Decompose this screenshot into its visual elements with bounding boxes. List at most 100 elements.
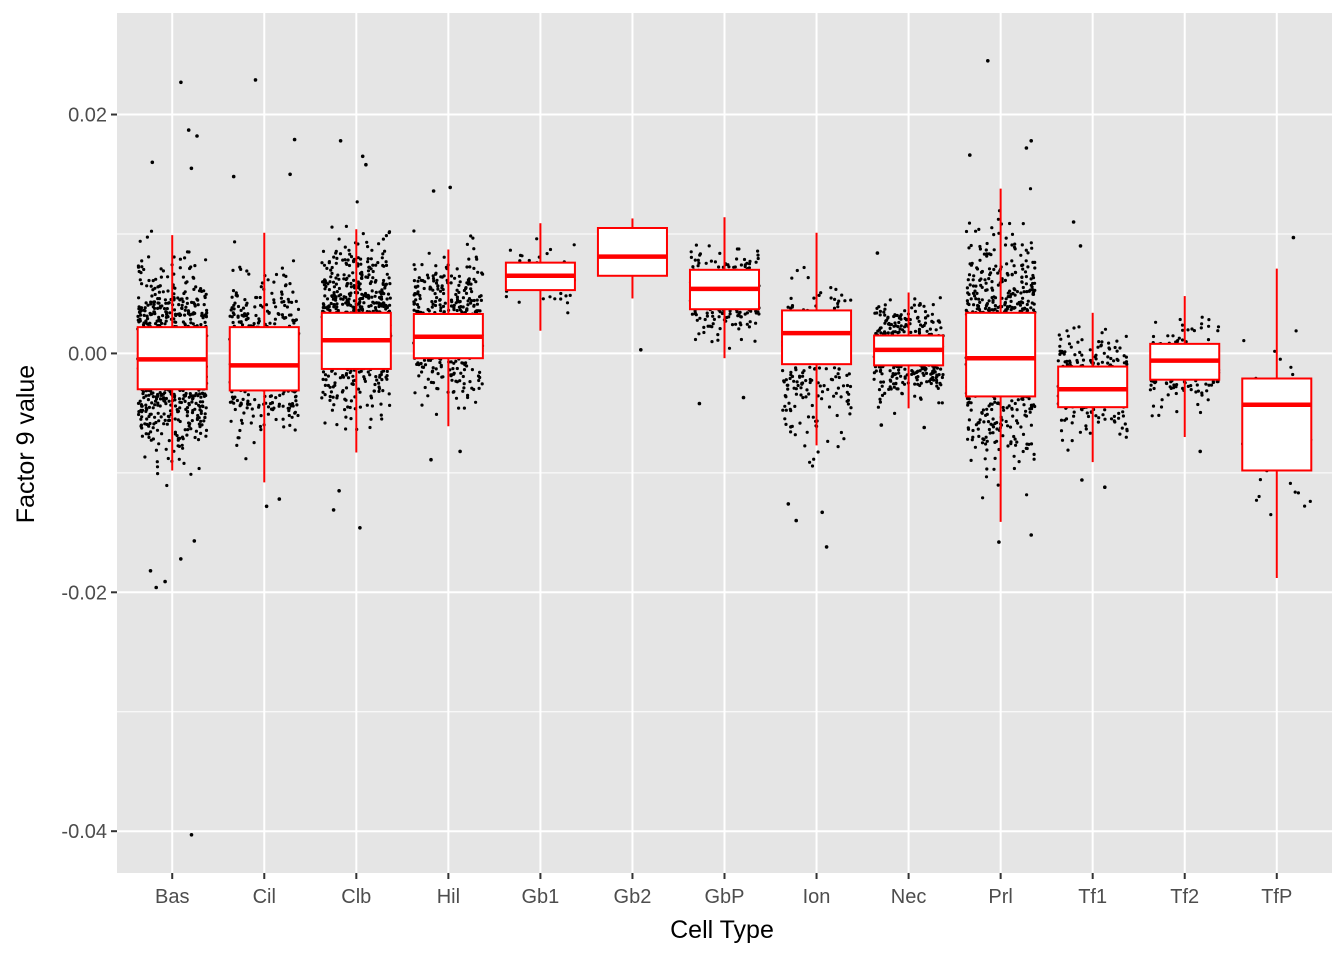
jitter-point — [348, 405, 352, 410]
jitter-point — [734, 322, 738, 326]
jitter-point — [337, 286, 341, 291]
jitter-point — [153, 403, 157, 407]
jitter-point — [178, 257, 182, 261]
jitter-point — [966, 278, 970, 282]
jitter-point — [426, 307, 430, 312]
jitter-point — [136, 314, 140, 318]
jitter-point — [974, 297, 978, 301]
jitter-point — [332, 297, 337, 301]
outlier-point — [879, 423, 884, 427]
jitter-point — [1070, 421, 1074, 425]
jitter-point — [819, 291, 823, 295]
jitter-point — [697, 261, 701, 265]
jitter-point — [269, 407, 274, 411]
jitter-point — [157, 317, 161, 322]
jitter-point — [341, 302, 345, 306]
jitter-point — [466, 395, 470, 400]
jitter-point — [783, 417, 787, 421]
jitter-point — [253, 398, 257, 402]
jitter-point — [239, 401, 243, 405]
jitter-point — [983, 457, 987, 461]
y-tick-label: 0.02 — [68, 105, 107, 127]
jitter-point — [921, 371, 925, 375]
jitter-point — [374, 375, 378, 379]
jitter-point — [330, 225, 334, 229]
jitter-point — [841, 384, 846, 388]
jitter-point — [981, 408, 986, 412]
jitter-point — [388, 403, 392, 407]
jitter-point — [187, 424, 191, 428]
jitter-point — [370, 248, 374, 252]
jitter-point — [745, 322, 749, 326]
jitter-point — [845, 383, 850, 388]
jitter-point — [990, 280, 994, 284]
jitter-point — [272, 298, 276, 302]
jitter-point — [1024, 409, 1028, 413]
jitter-point — [1174, 391, 1178, 396]
jitter-point — [1030, 301, 1034, 305]
jitter-point — [689, 250, 693, 254]
jitter-point — [985, 288, 989, 292]
jitter-point — [178, 400, 182, 404]
jitter-point — [426, 377, 430, 381]
jitter-point — [1205, 389, 1209, 393]
jitter-point — [457, 274, 461, 278]
jitter-point — [472, 304, 476, 308]
jitter-point — [896, 325, 900, 329]
jitter-point — [163, 298, 167, 302]
jitter-point — [368, 373, 372, 377]
jitter-point — [1032, 457, 1036, 461]
jitter-point — [978, 278, 982, 282]
jitter-point — [176, 296, 180, 300]
jitter-point — [384, 260, 388, 264]
jitter-point — [703, 317, 707, 322]
jitter-point — [801, 374, 805, 378]
jitter-point — [965, 299, 970, 303]
jitter-point — [327, 288, 331, 292]
jitter-point — [789, 296, 793, 300]
jitter-point — [332, 291, 336, 295]
jitter-point — [1180, 338, 1185, 342]
jitter-point — [343, 397, 347, 401]
jitter-point — [387, 231, 391, 235]
jitter-point — [987, 427, 992, 432]
jitter-point — [978, 418, 982, 422]
jitter-point — [880, 393, 885, 397]
jitter-point — [359, 307, 363, 311]
jitter-point — [829, 296, 833, 300]
jitter-point — [477, 386, 481, 390]
jitter-point — [882, 310, 886, 314]
jitter-point — [829, 377, 834, 381]
jitter-point — [847, 392, 851, 396]
jitter-point — [436, 372, 440, 376]
jitter-point — [1112, 414, 1116, 418]
jitter-point — [351, 271, 355, 275]
jitter-point — [388, 296, 392, 300]
jitter-point — [161, 314, 165, 318]
jitter-point — [329, 268, 333, 272]
jitter-point — [255, 295, 259, 300]
jitter-point — [177, 303, 181, 307]
jitter-point — [1258, 478, 1262, 482]
jitter-point — [975, 291, 979, 295]
jitter-point — [553, 297, 557, 301]
jitter-point — [347, 248, 351, 252]
jitter-point — [794, 368, 798, 372]
box-body — [965, 311, 1037, 398]
jitter-point — [439, 275, 443, 279]
jitter-point — [1026, 299, 1030, 303]
jitter-point — [470, 386, 474, 390]
jitter-point — [327, 260, 331, 264]
jitter-point — [177, 457, 181, 461]
jitter-point — [1166, 393, 1170, 397]
jitter-point — [181, 320, 185, 324]
jitter-point — [256, 321, 260, 325]
jitter-point — [436, 284, 440, 288]
jitter-point — [149, 430, 153, 434]
jitter-point — [342, 273, 346, 277]
box-gb1 — [504, 223, 576, 331]
jitter-point — [903, 316, 907, 321]
jitter-point — [163, 418, 167, 422]
jitter-point — [371, 263, 375, 267]
jitter-point — [379, 295, 383, 299]
